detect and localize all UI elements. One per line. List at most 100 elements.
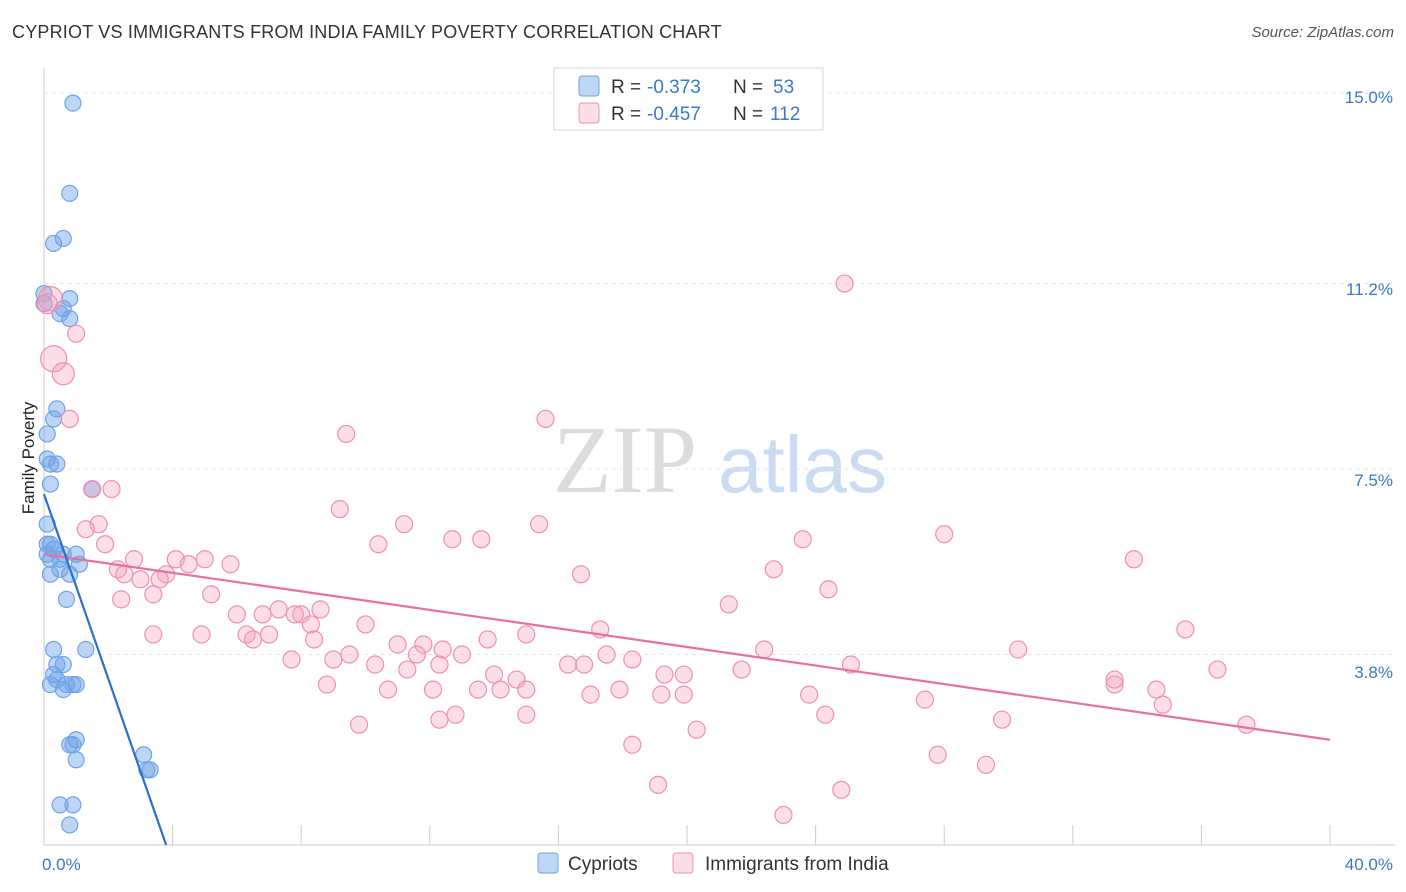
india-point (269, 600, 288, 619)
cypriots-point (45, 410, 63, 428)
cypriots-point (77, 640, 95, 659)
india-point (51, 362, 75, 386)
india-point (446, 705, 465, 724)
india-point (478, 630, 497, 649)
legend-n-label: N = (733, 104, 763, 125)
india-point (1124, 550, 1143, 569)
y-tick-label: 7.5% (1354, 471, 1393, 490)
india-point (388, 635, 407, 654)
india-point (1147, 680, 1166, 699)
india-point (369, 535, 388, 554)
legend-n-label: N = (733, 77, 763, 98)
india-point (1105, 675, 1124, 694)
india-point (655, 665, 674, 684)
india-point (423, 680, 443, 699)
cypriots-point (54, 229, 72, 248)
india-point (575, 655, 594, 674)
india-point (976, 755, 996, 774)
cypriots-point (35, 295, 53, 313)
cypriots-point (54, 680, 72, 699)
india-point (304, 630, 324, 649)
cypriots-point (64, 94, 82, 112)
india-point (652, 685, 671, 704)
legend-r-label: R = (611, 77, 641, 98)
cypriots-point (61, 816, 79, 834)
india-point (378, 680, 398, 699)
india-point (443, 530, 462, 549)
india-point (330, 500, 349, 519)
y-axis-label: Family Poverty (19, 401, 38, 514)
cypriots-point (48, 455, 66, 473)
series-india (36, 274, 1256, 825)
cypriots-point (48, 400, 66, 418)
india-point (800, 685, 819, 704)
india-point (414, 635, 433, 654)
india-point (115, 565, 134, 584)
cypriots-point (45, 640, 63, 659)
india-point (1153, 695, 1172, 714)
india-point (124, 550, 144, 569)
india-point (195, 550, 214, 569)
india-point (102, 479, 121, 499)
india-point (243, 630, 263, 649)
india-point (915, 690, 935, 709)
india-point (150, 570, 169, 589)
legend-r-label: R = (611, 104, 641, 125)
bottom-legend-swatch-blue (537, 852, 559, 874)
trend-lines (42, 493, 1331, 846)
cypriots-point (38, 450, 56, 468)
india-point (485, 665, 504, 684)
india-point (1105, 670, 1124, 689)
india-point (623, 735, 642, 754)
legend-swatch-pink (578, 102, 600, 124)
india-point (530, 515, 549, 534)
india-point (581, 685, 600, 704)
source-label: Source: ZipAtlas.com (1251, 24, 1394, 41)
india-point (687, 720, 706, 739)
india-point (407, 645, 427, 664)
cypriots-point (38, 425, 56, 443)
india-point (832, 780, 851, 799)
india-point (597, 645, 616, 664)
cypriots-point (135, 746, 153, 764)
india-point (83, 479, 102, 499)
india-point (935, 525, 954, 544)
india-point (317, 675, 337, 694)
cypriots-point (67, 675, 85, 694)
india-point (259, 625, 279, 644)
india-point (202, 585, 221, 604)
cypriots-point (41, 535, 60, 553)
india-point (819, 580, 838, 599)
india-point (571, 565, 591, 584)
grid-lines (44, 92, 1395, 656)
india-point (340, 645, 359, 664)
india-point (517, 705, 536, 724)
india-point (623, 650, 642, 669)
legend-swatch-blue (578, 75, 600, 97)
cypriots-point (61, 736, 79, 754)
india-point (301, 615, 320, 634)
india-point (60, 409, 79, 429)
bottom-legend-swatch-pink (672, 852, 694, 874)
india-point (253, 605, 272, 624)
india-point (468, 680, 488, 699)
india-point (40, 345, 68, 373)
legend-n-value-blue: 53 (773, 77, 794, 98)
india-point (774, 805, 793, 825)
india-point (285, 605, 304, 624)
india-point (1176, 620, 1195, 639)
cypriots-point (45, 665, 63, 684)
cypriots-point (57, 590, 76, 608)
watermark-zip: ZIP (553, 406, 697, 513)
bottom-legend-cypriots: Cypriots (568, 854, 638, 875)
india-point (398, 660, 417, 679)
cypriots-point (64, 796, 82, 814)
y-tick-label: 3.8% (1354, 663, 1393, 682)
india-point (144, 625, 163, 644)
india-point (732, 660, 751, 679)
cypriots-point (48, 655, 66, 674)
cypriots-point (61, 310, 79, 328)
cypriots-point (67, 751, 85, 769)
watermark-atlas: atlas (718, 420, 887, 509)
